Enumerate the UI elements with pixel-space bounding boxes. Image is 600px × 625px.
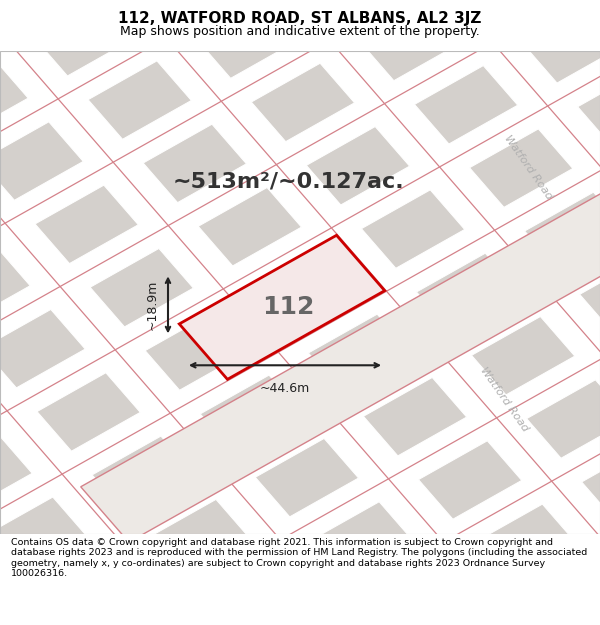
Polygon shape — [467, 0, 571, 20]
Polygon shape — [415, 66, 518, 144]
Polygon shape — [359, 2, 463, 81]
Polygon shape — [418, 441, 522, 519]
Polygon shape — [196, 0, 299, 78]
Polygon shape — [473, 504, 577, 582]
Text: Watford Road: Watford Road — [502, 133, 554, 201]
Polygon shape — [416, 253, 520, 332]
Polygon shape — [256, 439, 359, 517]
Text: Contains OS data © Crown copyright and database right 2021. This information is : Contains OS data © Crown copyright and d… — [11, 538, 587, 578]
Polygon shape — [361, 190, 464, 268]
Text: ~18.9m: ~18.9m — [146, 280, 159, 330]
Polygon shape — [179, 235, 385, 379]
Polygon shape — [33, 0, 136, 76]
Polygon shape — [202, 562, 305, 625]
Polygon shape — [0, 246, 30, 324]
Polygon shape — [145, 312, 248, 390]
Polygon shape — [524, 192, 600, 271]
Polygon shape — [0, 0, 81, 12]
Polygon shape — [0, 621, 34, 625]
Polygon shape — [94, 624, 197, 625]
Polygon shape — [90, 249, 193, 327]
Polygon shape — [364, 378, 467, 456]
Polygon shape — [527, 380, 600, 458]
Polygon shape — [253, 251, 356, 329]
Polygon shape — [0, 122, 83, 200]
Polygon shape — [39, 561, 142, 625]
Polygon shape — [81, 43, 600, 542]
Text: Watford Road: Watford Road — [478, 365, 530, 433]
Polygon shape — [198, 188, 301, 266]
Polygon shape — [0, 497, 87, 576]
Text: Map shows position and indicative extent of the property.: Map shows position and indicative extent… — [120, 26, 480, 39]
Polygon shape — [470, 129, 573, 208]
Polygon shape — [141, 0, 244, 15]
Polygon shape — [529, 568, 600, 625]
Polygon shape — [523, 4, 600, 83]
Polygon shape — [365, 565, 469, 625]
Polygon shape — [200, 375, 304, 454]
Polygon shape — [147, 499, 250, 578]
Polygon shape — [308, 314, 412, 392]
Polygon shape — [0, 309, 85, 388]
Polygon shape — [0, 59, 28, 137]
Polygon shape — [580, 256, 600, 334]
Polygon shape — [143, 124, 247, 202]
Polygon shape — [304, 0, 407, 18]
Polygon shape — [578, 68, 600, 146]
Polygon shape — [37, 372, 140, 451]
Polygon shape — [310, 502, 413, 580]
Polygon shape — [307, 127, 410, 205]
Text: 112, WATFORD ROAD, ST ALBANS, AL2 3JZ: 112, WATFORD ROAD, ST ALBANS, AL2 3JZ — [118, 11, 482, 26]
Polygon shape — [88, 61, 191, 139]
Text: ~44.6m: ~44.6m — [260, 382, 310, 395]
Polygon shape — [472, 316, 575, 395]
Text: 112: 112 — [262, 295, 314, 319]
Polygon shape — [0, 434, 32, 512]
Polygon shape — [251, 63, 355, 142]
Polygon shape — [92, 436, 196, 514]
Text: ~513m²/~0.127ac.: ~513m²/~0.127ac. — [172, 172, 404, 192]
Polygon shape — [581, 443, 600, 521]
Polygon shape — [35, 185, 138, 264]
